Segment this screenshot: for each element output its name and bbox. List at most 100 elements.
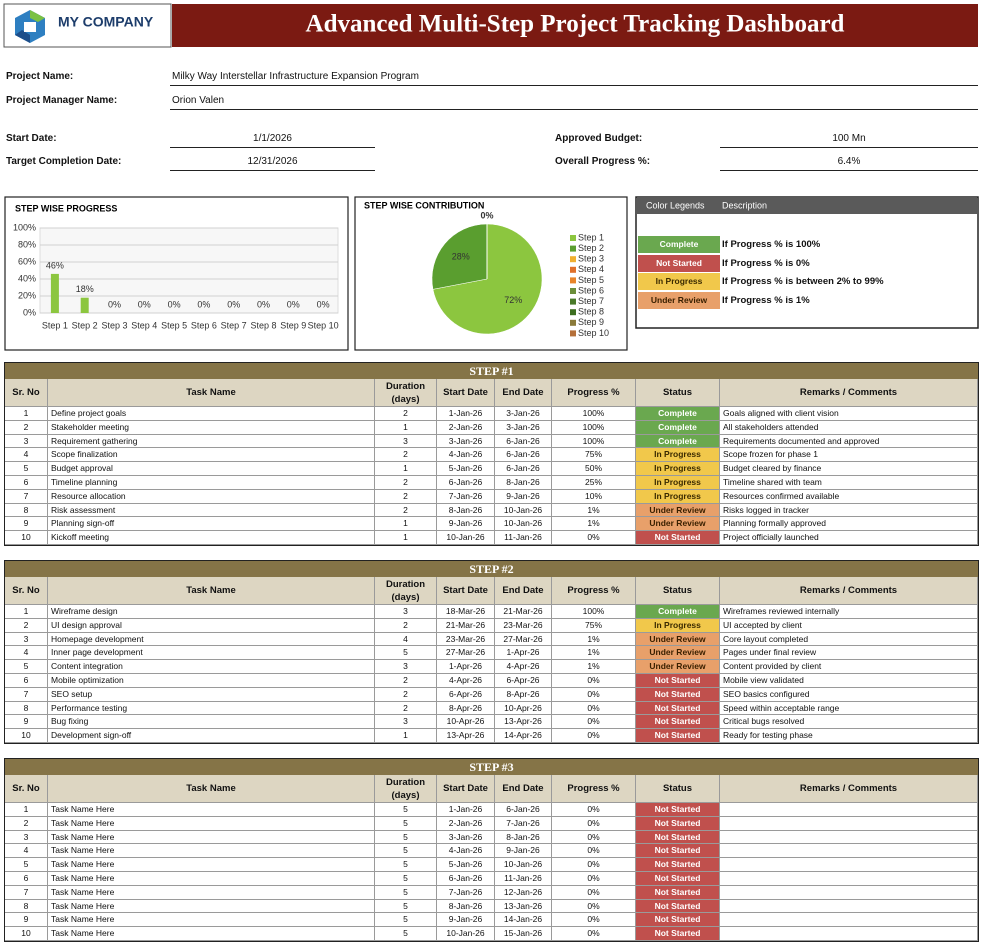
table-cell: Resources confirmed available (720, 489, 978, 504)
table-cell: 2 (375, 674, 437, 688)
table-cell: 2 (375, 503, 437, 518)
table-cell: Budget cleared by finance (720, 462, 978, 476)
table-cell: 3-Jan-26 (437, 434, 495, 449)
table-cell: 0% (552, 913, 636, 928)
table-cell: Stakeholder meeting (48, 420, 375, 435)
table-cell: 1% (552, 632, 636, 647)
data-label: 0% (197, 299, 210, 309)
table-cell: 5-Jan-26 (437, 858, 495, 872)
step-table (4, 758, 979, 942)
legend-swatch (570, 309, 576, 316)
table-cell: 5 (375, 858, 437, 872)
field-label: Approved Budget: (555, 133, 643, 144)
data-label: 0% (287, 299, 300, 309)
table-cell: Planning sign-off (48, 517, 375, 532)
table-cell: 7-Jan-26 (437, 489, 495, 504)
status-cell: In Progress (636, 489, 720, 504)
field-label: Start Date: (6, 133, 57, 144)
chart-title: STEP WISE CONTRIBUTION (364, 200, 484, 210)
legend-label: Step 9 (578, 317, 604, 327)
column-header: Status (636, 577, 720, 605)
step-title: STEP #2 (5, 561, 978, 577)
table-cell: 0% (552, 715, 636, 730)
table-cell: 0% (552, 531, 636, 545)
y-tick-label: 100% (13, 222, 36, 232)
table-cell: 3 (375, 434, 437, 449)
table-cell: 0% (552, 803, 636, 817)
x-tick-label: Step 7 (221, 320, 247, 330)
underline (720, 147, 978, 148)
status-cell: Not Started (636, 816, 720, 831)
table-cell: 10 (5, 531, 48, 545)
column-header: Start Date (437, 577, 495, 605)
data-label: 0% (257, 299, 270, 309)
table-cell: 21-Mar-26 (495, 605, 552, 619)
column-header: Task Name (48, 775, 375, 803)
data-label: 0% (138, 299, 151, 309)
status-cell: Not Started (636, 715, 720, 730)
data-label: 0% (317, 299, 330, 309)
field-value: 100 Mn (832, 133, 866, 144)
legend-label: Step 3 (578, 254, 604, 264)
table-cell: 25% (552, 476, 636, 490)
legend-label: Step 2 (578, 243, 604, 253)
step-table (4, 362, 979, 546)
table-cell: 8-Jan-26 (437, 503, 495, 518)
status-cell: Under Review (636, 632, 720, 647)
legend-swatch (570, 235, 576, 241)
legend-swatch (570, 319, 576, 326)
column-header: Duration (days) (375, 775, 437, 803)
table-cell: 2-Jan-26 (437, 420, 495, 435)
table-cell (720, 913, 978, 928)
table-cell: 100% (552, 420, 636, 435)
table-cell: 1 (5, 407, 48, 421)
status-cell: In Progress (636, 448, 720, 463)
table-cell: 4 (5, 646, 48, 661)
table-cell (720, 858, 978, 872)
table-cell: 14-Jan-26 (495, 913, 552, 928)
table-cell: Core layout completed (720, 632, 978, 647)
table-cell: 4-Apr-26 (495, 660, 552, 674)
table-cell: 75% (552, 618, 636, 633)
table-cell: Task Name Here (48, 913, 375, 928)
table-cell: 10-Jan-26 (437, 531, 495, 545)
table-cell: Development sign-off (48, 729, 375, 743)
y-tick-label: 40% (18, 273, 36, 283)
table-cell: SEO setup (48, 687, 375, 702)
table-cell: 1% (552, 517, 636, 532)
column-header: Progress % (552, 577, 636, 605)
data-label: 46% (46, 260, 64, 270)
table-cell: Bug fixing (48, 715, 375, 730)
table-cell: 8 (5, 701, 48, 716)
table-cell: 5 (375, 816, 437, 831)
status-cell: Under Review (636, 503, 720, 518)
table-cell: 3 (375, 605, 437, 619)
table-cell: 10% (552, 489, 636, 504)
table-cell: 7 (5, 489, 48, 504)
table-cell: 5 (375, 927, 437, 941)
title-bar (172, 4, 978, 47)
status-cell: Not Started (636, 913, 720, 928)
table-cell: 9 (5, 715, 48, 730)
table-cell (720, 899, 978, 914)
table-cell: 3 (5, 632, 48, 647)
table-cell: Task Name Here (48, 899, 375, 914)
table-cell: Task Name Here (48, 858, 375, 872)
legend-heading: Description (722, 200, 767, 210)
legend-swatch (570, 288, 576, 294)
table-cell: 6-Jan-26 (495, 803, 552, 817)
table-cell: 6 (5, 872, 48, 886)
table-cell: Mobile view validated (720, 674, 978, 688)
table-cell: 6-Jan-26 (437, 872, 495, 886)
column-header: Progress % (552, 379, 636, 407)
table-cell: 7-Jan-26 (495, 816, 552, 831)
table-cell: 0% (552, 687, 636, 702)
table-cell: 2 (5, 420, 48, 435)
table-cell: 10 (5, 927, 48, 941)
table-cell: 0% (552, 885, 636, 900)
table-cell: 7 (5, 885, 48, 900)
table-cell: 6-Jan-26 (495, 462, 552, 476)
column-header: Status (636, 379, 720, 407)
table-cell: Content integration (48, 660, 375, 674)
table-cell: Content provided by client (720, 660, 978, 674)
